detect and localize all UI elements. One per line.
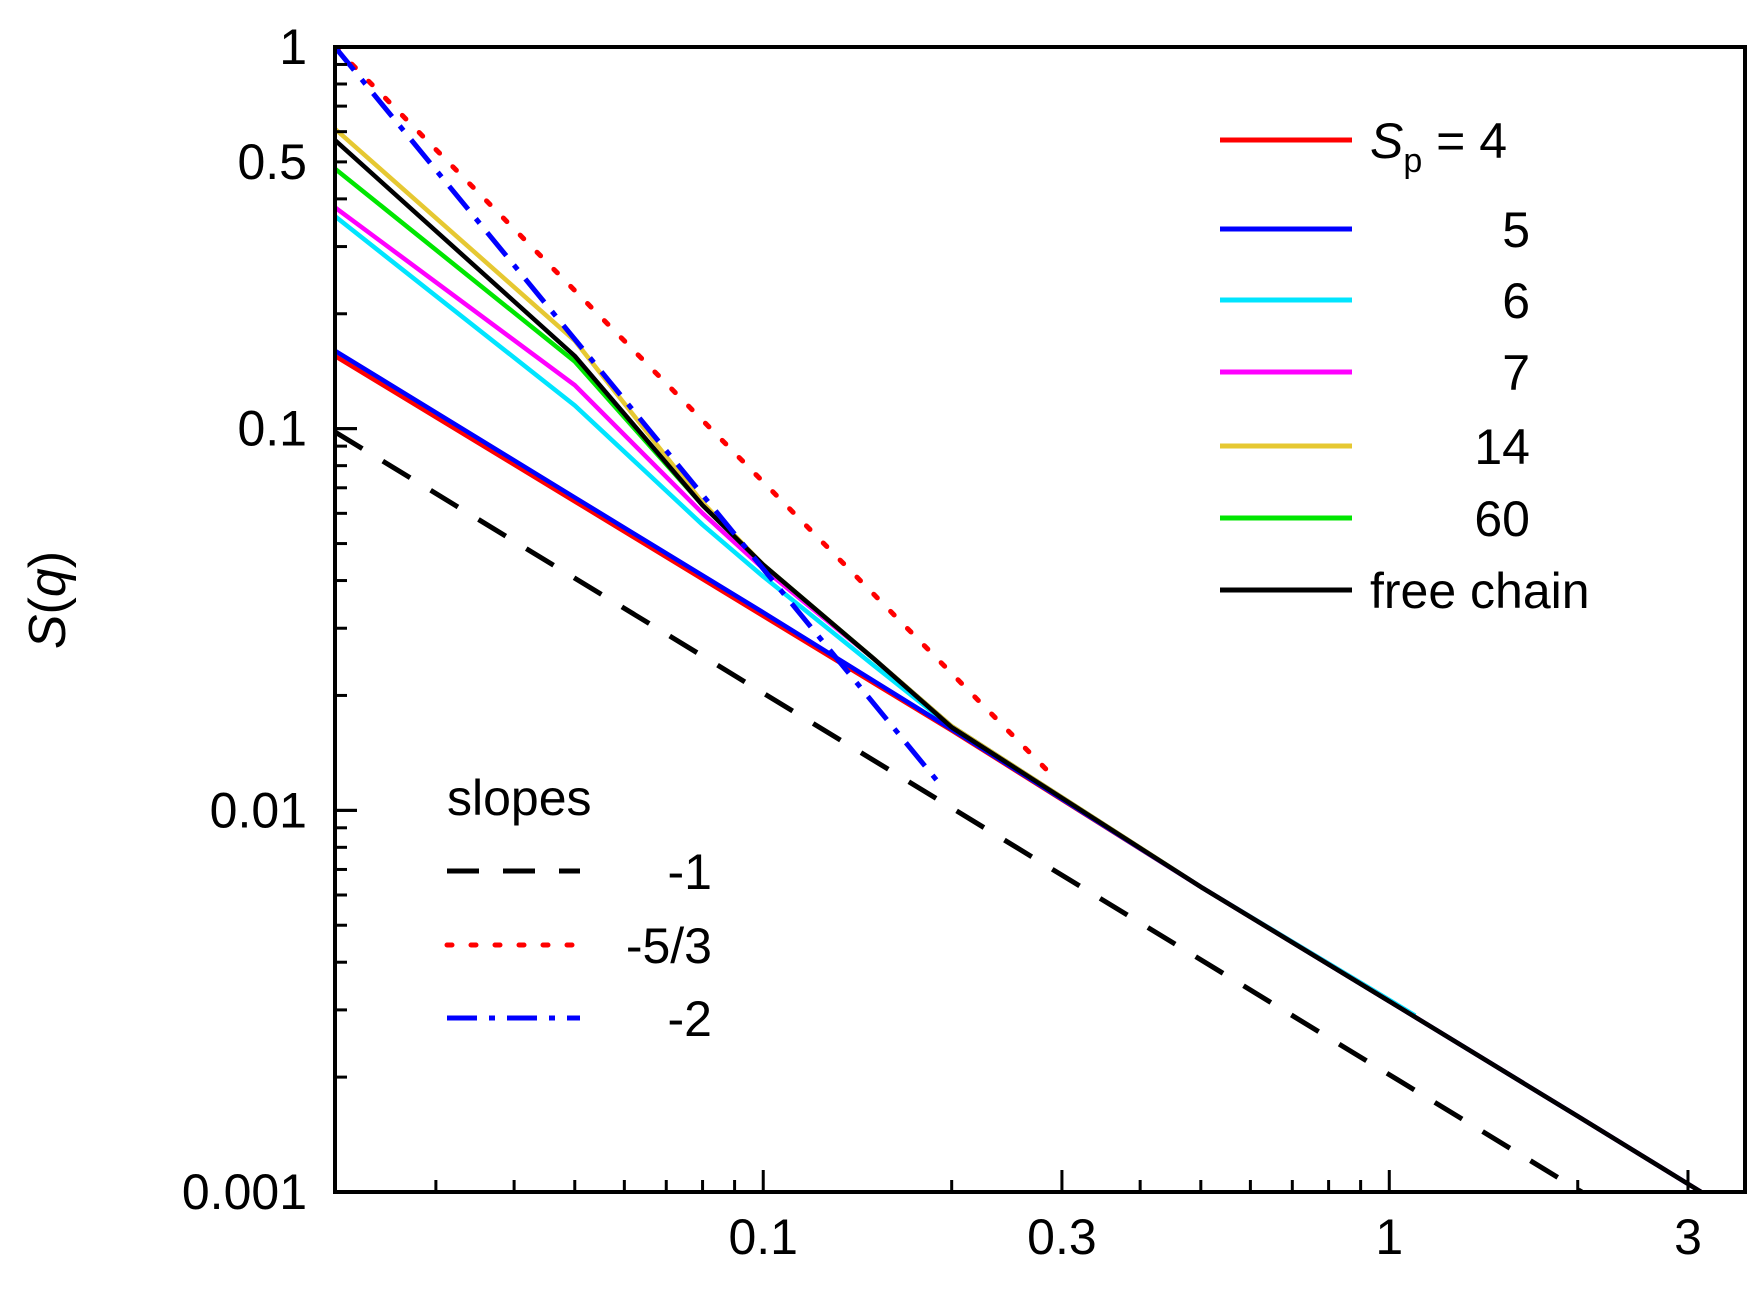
legend-label-sp6: 6 <box>1502 273 1530 329</box>
y-axis-title: S(q) <box>19 551 77 649</box>
series-line-sp14 <box>335 127 1391 1004</box>
series-line-slope1 <box>335 429 1584 1192</box>
series-line-slope2 <box>335 47 940 784</box>
plot-frame <box>333 45 1747 1194</box>
legend-label-sp14: 14 <box>1474 419 1530 475</box>
y-tick-label: 0.1 <box>237 401 307 457</box>
y-tick-label: 0.5 <box>237 134 307 190</box>
y-tick-label: 1 <box>279 19 307 75</box>
series-line-sp6 <box>335 214 1417 1018</box>
series-line-slope53 <box>335 47 1056 779</box>
legend-label-sp7: 7 <box>1502 345 1530 401</box>
x-tick-label: 0.1 <box>728 1209 798 1265</box>
legend-label-sp60: 60 <box>1474 491 1530 547</box>
slopes-legend-label-slope53: -5/3 <box>626 918 712 974</box>
legend-label-free: free chain <box>1370 563 1590 619</box>
legend-main: Sp = 4 5 6 7 14 60 free chain <box>1220 113 1590 619</box>
x-tick-label: 3 <box>1674 1209 1702 1265</box>
y-axis-title-text: S(q) <box>19 551 77 649</box>
slopes-legend-label-slope1: -1 <box>668 844 712 900</box>
legend-label-sp4: Sp = 4 <box>1370 113 1507 180</box>
legend-slopes: slopes -1 -5/3 -2 <box>444 770 712 1047</box>
slopes-legend-label-slope2: -2 <box>668 991 712 1047</box>
x-tick-label: 0.3 <box>1027 1209 1097 1265</box>
legend-label-sp5: 5 <box>1502 202 1530 258</box>
series-line-sp7 <box>335 205 1391 1004</box>
series-line-sp60 <box>335 166 1391 1004</box>
slopes-legend-title: slopes <box>447 770 592 826</box>
y-tick-label: 0.01 <box>210 782 307 838</box>
x-tick-label: 1 <box>1375 1209 1403 1265</box>
series-layer <box>335 47 1703 1192</box>
series-line-free <box>335 138 1703 1192</box>
y-tick-label: 0.001 <box>182 1164 307 1220</box>
axes: 0.1 0.3 1 3 1 0.5 0.1 0.01 0.001 <box>182 19 1747 1265</box>
